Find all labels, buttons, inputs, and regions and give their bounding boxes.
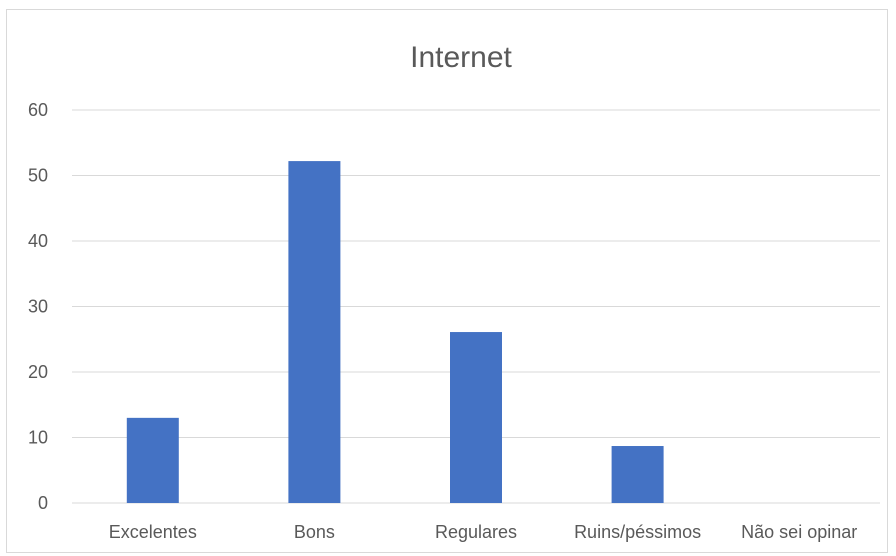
- x-axis-tick-labels: Excelentes Bons Regulares Ruins/péssimos Não…: [109, 522, 857, 542]
- bar-1: [288, 161, 341, 503]
- y-tick-label: 50: [28, 166, 48, 186]
- x-tick-label: Ruins/péssimos: [574, 522, 701, 542]
- x-tick-label: Regulares: [435, 522, 517, 542]
- x-tick-label: Não sei opinar: [741, 522, 857, 542]
- y-tick-label: 10: [28, 428, 48, 448]
- bars: [126, 161, 664, 503]
- y-tick-label: 30: [28, 297, 48, 317]
- y-tick-label: 60: [28, 100, 48, 120]
- bar-0: [126, 417, 179, 503]
- bar-3: [611, 446, 664, 503]
- y-tick-label: 40: [28, 231, 48, 251]
- chart-title: Internet: [410, 41, 512, 74]
- x-tick-label: Excelentes: [109, 522, 197, 542]
- y-tick-label: 0: [38, 493, 48, 513]
- x-tick-label: Bons: [294, 522, 335, 542]
- gridlines: [72, 109, 880, 504]
- y-tick-label: 20: [28, 362, 48, 382]
- bar-2: [450, 332, 502, 503]
- y-axis-tick-labels: 0 10 20 30 40 50 60: [28, 100, 48, 513]
